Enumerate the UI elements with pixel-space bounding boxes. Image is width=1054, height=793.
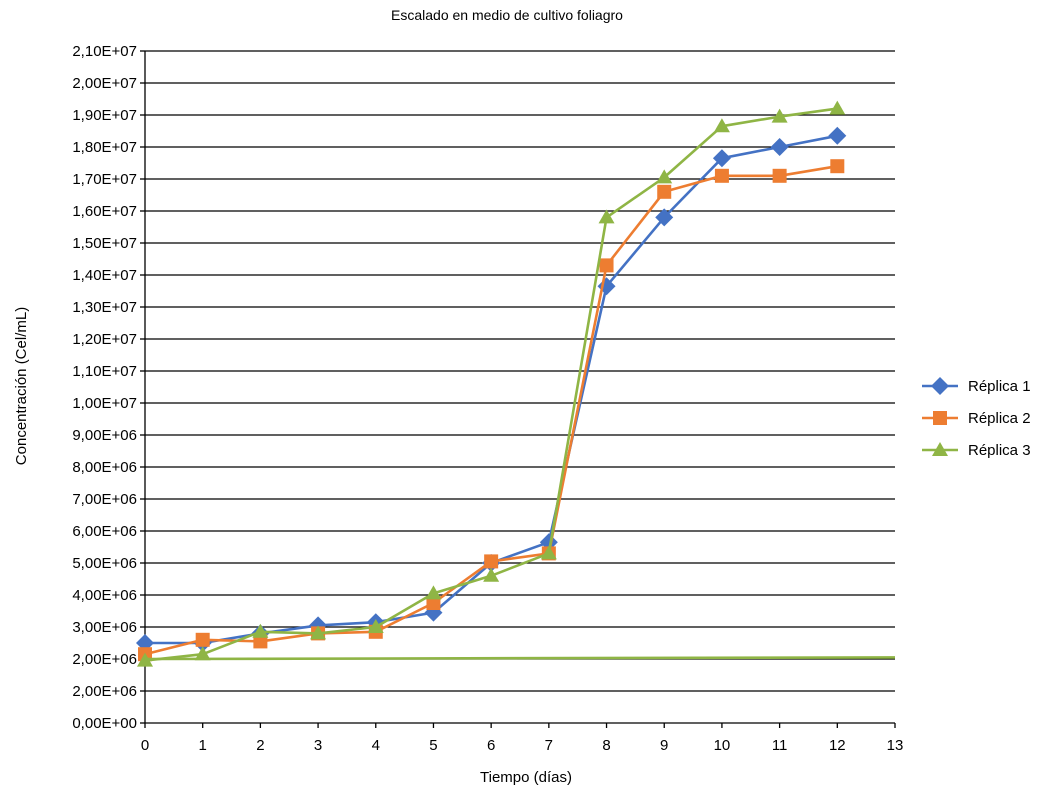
y-tick-label: 3,00E+06 [72, 619, 137, 636]
legend-item: Réplica 2 [922, 410, 1031, 427]
data-point [252, 623, 269, 638]
x-tick-label: 1 [199, 737, 207, 754]
data-point [657, 184, 672, 199]
y-tick-label: 8,00E+06 [72, 459, 137, 476]
y-tick-label: 0,00E+00 [72, 715, 137, 732]
chart-title: Escalado en medio de cultivo foliagro [391, 7, 623, 23]
data-point [484, 554, 499, 569]
data-point [714, 168, 729, 183]
y-tick-label: 2,00E+06 [72, 683, 137, 700]
series-line [144, 656, 896, 661]
legend-marker [931, 377, 949, 395]
x-tick-label: 7 [545, 737, 553, 754]
y-tick-label: 4,00E+06 [72, 587, 137, 604]
y-tick-label: 1,40E+07 [72, 267, 137, 284]
y-tick-label: 1,60E+07 [72, 203, 137, 220]
legend-marker [932, 442, 948, 456]
y-axis-label: Concentración (Cel/mL) [13, 307, 30, 465]
data-point [137, 652, 153, 667]
y-tick-label: 6,00E+06 [72, 523, 137, 540]
data-point [713, 118, 730, 133]
x-axis-label: Tiempo (días) [480, 769, 572, 786]
y-tick-label: 1,70E+07 [72, 171, 137, 188]
data-point [426, 596, 441, 610]
y-tick-label: 1,50E+07 [72, 235, 137, 252]
x-tick-label: 13 [887, 737, 904, 754]
y-tick-label: 7,00E+06 [72, 491, 137, 508]
y-tick-label: 1,10E+07 [72, 363, 137, 380]
x-tick-label: 4 [372, 737, 380, 754]
y-tick-label: 2,00E+07 [72, 75, 137, 92]
x-tick-label: 8 [602, 737, 610, 754]
data-point [310, 625, 327, 640]
x-tick-label: 9 [660, 737, 668, 754]
data-point [830, 159, 845, 174]
data-point [425, 585, 442, 600]
data-point [656, 169, 673, 184]
data-point [253, 634, 268, 649]
legend-item: Réplica 3 [922, 442, 1031, 459]
data-point [771, 108, 788, 123]
data-point [598, 209, 615, 224]
y-axis-ticks: 0,00E+00 2,00E+06 2,00E+06 3,00E+06 4,00E+06… [72, 43, 145, 732]
y-tick-label: 9,00E+06 [72, 427, 137, 444]
data-point [712, 149, 731, 168]
y-tick-label: 1,90E+07 [72, 107, 137, 124]
series-3 [137, 100, 846, 667]
data-point [483, 567, 500, 582]
data-point [655, 208, 674, 227]
y-tick-label: 1,20E+07 [72, 331, 137, 348]
legend-label: Réplica 3 [968, 442, 1031, 459]
x-tick-label: 12 [829, 737, 846, 754]
data-point [770, 138, 789, 156]
x-tick-label: 10 [714, 737, 731, 754]
x-tick-label: 0 [141, 737, 149, 754]
series-4 [144, 656, 896, 661]
data-point [828, 126, 847, 145]
legend: Réplica 1 Réplica 2 Réplica 3 [922, 377, 1031, 459]
x-tick-label: 2 [256, 737, 264, 754]
y-tick-label: 1,80E+07 [72, 139, 137, 156]
y-tick-label: 2,10E+07 [72, 43, 137, 60]
data-point [772, 168, 787, 183]
legend-label: Réplica 1 [968, 378, 1031, 395]
x-tick-label: 3 [314, 737, 322, 754]
data-point [367, 619, 384, 633]
y-tick-label: 1,30E+07 [72, 299, 137, 316]
y-tick-label: 1,00E+07 [72, 395, 137, 412]
y-tick-label: 2,00E+06 [72, 651, 137, 668]
series-group [136, 100, 896, 667]
data-point [599, 258, 614, 273]
axes [144, 51, 895, 724]
data-point [194, 646, 211, 661]
x-axis-ticks: 0 1 2 3 4 5 6 7 8 9 10 11 12 13 [141, 723, 904, 754]
data-point [829, 100, 846, 115]
gridlines [145, 50, 895, 692]
data-point [195, 632, 210, 647]
y-tick-label: 5,00E+06 [72, 555, 137, 572]
data-point [540, 545, 557, 560]
x-tick-label: 5 [429, 737, 437, 754]
legend-item: Réplica 1 [922, 377, 1031, 395]
x-tick-label: 11 [772, 737, 788, 754]
legend-marker [933, 411, 947, 425]
legend-label: Réplica 2 [968, 410, 1031, 427]
x-tick-label: 6 [487, 737, 495, 754]
